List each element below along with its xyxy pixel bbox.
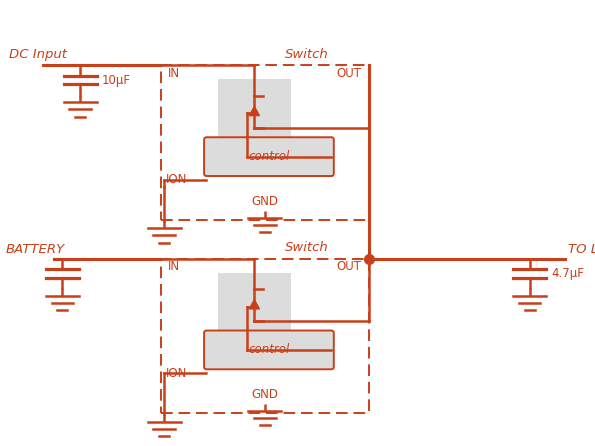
FancyBboxPatch shape — [204, 330, 334, 369]
Text: OUT: OUT — [337, 66, 362, 79]
Text: Switch: Switch — [284, 48, 328, 61]
Text: control: control — [248, 343, 290, 356]
Text: GND: GND — [251, 388, 278, 401]
Text: OUT: OUT — [337, 260, 362, 273]
Text: 10μF: 10μF — [102, 74, 131, 87]
Bar — [218, 79, 291, 138]
Text: control: control — [248, 150, 290, 163]
Bar — [218, 273, 291, 331]
Text: ION: ION — [165, 173, 187, 186]
Text: 4.7μF: 4.7μF — [551, 267, 584, 280]
Polygon shape — [249, 107, 259, 116]
Text: IN: IN — [168, 66, 180, 79]
Text: TO LOAD: TO LOAD — [568, 243, 595, 256]
Text: ION: ION — [165, 367, 187, 380]
Text: Switch: Switch — [284, 241, 328, 254]
Text: IN: IN — [168, 260, 180, 273]
Polygon shape — [249, 300, 259, 309]
FancyBboxPatch shape — [204, 137, 334, 176]
Bar — [161, 66, 369, 220]
Bar — [161, 259, 369, 413]
Text: DC Input: DC Input — [9, 48, 67, 61]
Text: BATTERY: BATTERY — [6, 243, 65, 256]
Text: GND: GND — [251, 195, 278, 208]
